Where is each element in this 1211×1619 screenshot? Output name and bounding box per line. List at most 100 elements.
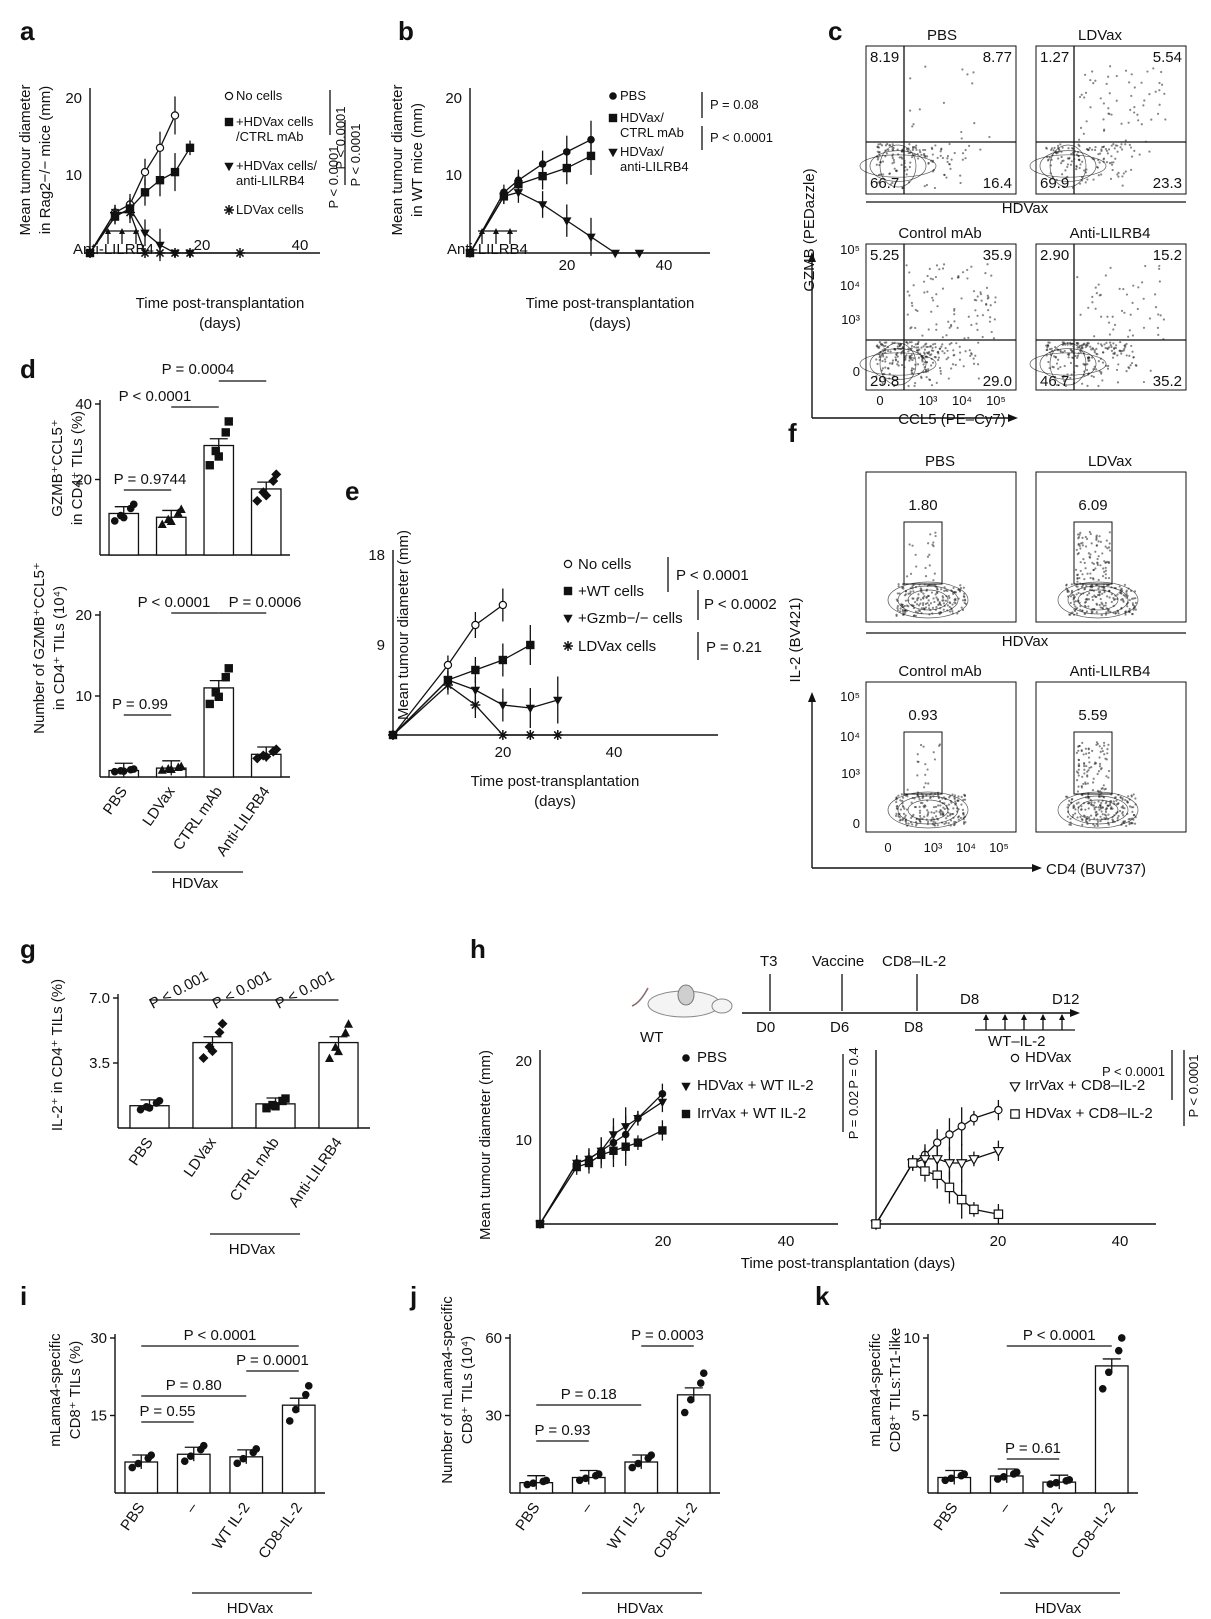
c-ldvax-event xyxy=(1094,145,1097,149)
f-ldvax-event-gated xyxy=(1103,570,1106,574)
h-wtil2-arrowhead xyxy=(1040,1014,1046,1020)
f-anti-event-gated xyxy=(1080,749,1083,752)
f-anti-event xyxy=(1099,820,1102,823)
c-ldvax-event xyxy=(1068,157,1071,160)
b-pvalue-0: P = 0.08 xyxy=(710,97,759,112)
c-pbs-event xyxy=(950,158,953,161)
g-sig-pvalue: P < 0.001 xyxy=(146,967,211,1012)
f-anti-event-gated xyxy=(1099,762,1102,765)
c-anti-event xyxy=(1050,347,1053,350)
c-ldvax-event xyxy=(1128,143,1131,146)
c-ldvax-event xyxy=(1113,147,1116,150)
f-ldvax-event-gated xyxy=(1108,542,1111,545)
c-anti-event xyxy=(1105,341,1108,344)
b-legend-1: HDVax/ xyxy=(620,110,664,125)
f-anti-event-gated xyxy=(1081,775,1084,778)
c-ldvax-event-upper xyxy=(1120,122,1123,125)
b-ytick-10: 10 xyxy=(445,167,462,184)
c-pbs-event-upper xyxy=(988,135,991,139)
c-pbs-event xyxy=(936,156,939,160)
g-category-label: LDVax xyxy=(181,1134,220,1180)
c-ldvax-event-upper xyxy=(1158,81,1161,85)
f-pbs-event xyxy=(933,600,936,604)
f-anti-event xyxy=(1095,814,1098,817)
c-pbs-event xyxy=(953,151,956,155)
f-control-event xyxy=(921,797,924,800)
panel-label-f: f xyxy=(788,418,797,448)
f-anti-event xyxy=(1087,802,1090,805)
f-control-event xyxy=(934,821,937,824)
h-pvalue-right-0: P < 0.0001 xyxy=(1102,1064,1165,1079)
a-series-3-point xyxy=(85,248,95,258)
i-data-point xyxy=(291,1405,300,1414)
b-series-0-line xyxy=(469,139,592,254)
c-ldvax-event-upper xyxy=(1124,139,1127,142)
f-control-event-gated xyxy=(922,786,926,789)
panel-k: k mLama4-specific CD8⁺ TILs:Tr1-like 510… xyxy=(815,1281,1138,1617)
c-anti-event-upper xyxy=(1136,307,1139,311)
f-anti-event-gated xyxy=(1099,768,1103,771)
f-control-event xyxy=(895,805,898,808)
c-control-event xyxy=(881,367,884,370)
f-anti-event xyxy=(1127,818,1130,821)
h-timeline-t3: T3 xyxy=(760,953,778,970)
c-control-event-upper xyxy=(928,267,931,270)
c-control-event xyxy=(941,350,944,353)
f-ldvax-event xyxy=(1123,583,1127,587)
f-pbs-event xyxy=(896,605,899,608)
f-control-event-gated xyxy=(933,758,937,761)
f-pbs-event-gated xyxy=(928,553,931,556)
h-right-series-1-point xyxy=(931,1155,943,1166)
c-ldvax-event xyxy=(1117,171,1120,174)
f-ldvax-event xyxy=(1097,587,1100,590)
h-wtil2-arrowhead xyxy=(1021,1014,1027,1020)
c-plot-pbs xyxy=(865,45,1017,195)
c-anti-event xyxy=(1099,343,1103,346)
c-control-event-upper xyxy=(970,323,973,327)
f-anti-event-gated xyxy=(1076,790,1080,793)
e-series-0-point xyxy=(443,660,453,670)
i-category-label: WT IL-2 xyxy=(209,1500,253,1553)
f-ldvax-event xyxy=(1068,613,1072,616)
f-anti-event xyxy=(1074,812,1077,815)
f-anti-event-gated xyxy=(1098,765,1102,768)
i-data-point xyxy=(128,1463,137,1472)
f-pbs-event xyxy=(922,592,925,595)
f-pbs-event xyxy=(956,612,959,615)
c-control-event xyxy=(946,349,949,352)
c-ldvax-event xyxy=(1110,144,1113,147)
f-ldvax-gate xyxy=(1073,521,1113,585)
c-anti-quadrant-value: 35.2 xyxy=(1153,373,1182,390)
h-wtil2-arrowhead xyxy=(983,1014,989,1020)
c-control-event xyxy=(877,346,880,350)
c-anti-event xyxy=(1149,369,1152,372)
f-anti-event xyxy=(1104,810,1108,813)
f-control-event xyxy=(939,813,942,816)
c-anti-contour xyxy=(1029,352,1107,376)
c-pbs-event xyxy=(961,158,964,161)
c-control-event xyxy=(912,357,916,360)
f-control-event xyxy=(932,820,935,823)
f-pbs-event-gated xyxy=(915,565,918,568)
f-xtick-2: 10⁴ xyxy=(956,840,976,855)
c-control-event xyxy=(943,352,946,355)
i-data-point xyxy=(301,1390,310,1399)
b-series-2-point xyxy=(586,233,596,243)
e-series-3-point-stroke xyxy=(471,700,480,710)
c-ldvax-event-upper xyxy=(1160,83,1164,86)
g-sig-pvalue: P < 0.001 xyxy=(272,967,337,1012)
e-series-1-point xyxy=(471,665,480,675)
c-pbs-event xyxy=(887,148,890,152)
f-ldvax-event xyxy=(1075,585,1078,588)
c-anti-event-upper xyxy=(1153,293,1157,296)
c-ldvax-contour xyxy=(1029,154,1107,178)
f-ytick-2: 10³ xyxy=(841,766,860,781)
j-ylabel-1: Number of mLama4-specific xyxy=(439,1296,456,1484)
c-anti-event xyxy=(1116,354,1119,357)
f-ldvax-event xyxy=(1079,608,1082,611)
d-top-p-2: P = 0.0004 xyxy=(162,361,235,378)
c-ldvax-event xyxy=(1124,143,1127,146)
g-category-label: Anti-LILRB4 xyxy=(285,1135,345,1211)
f-anti-event xyxy=(1110,793,1113,796)
